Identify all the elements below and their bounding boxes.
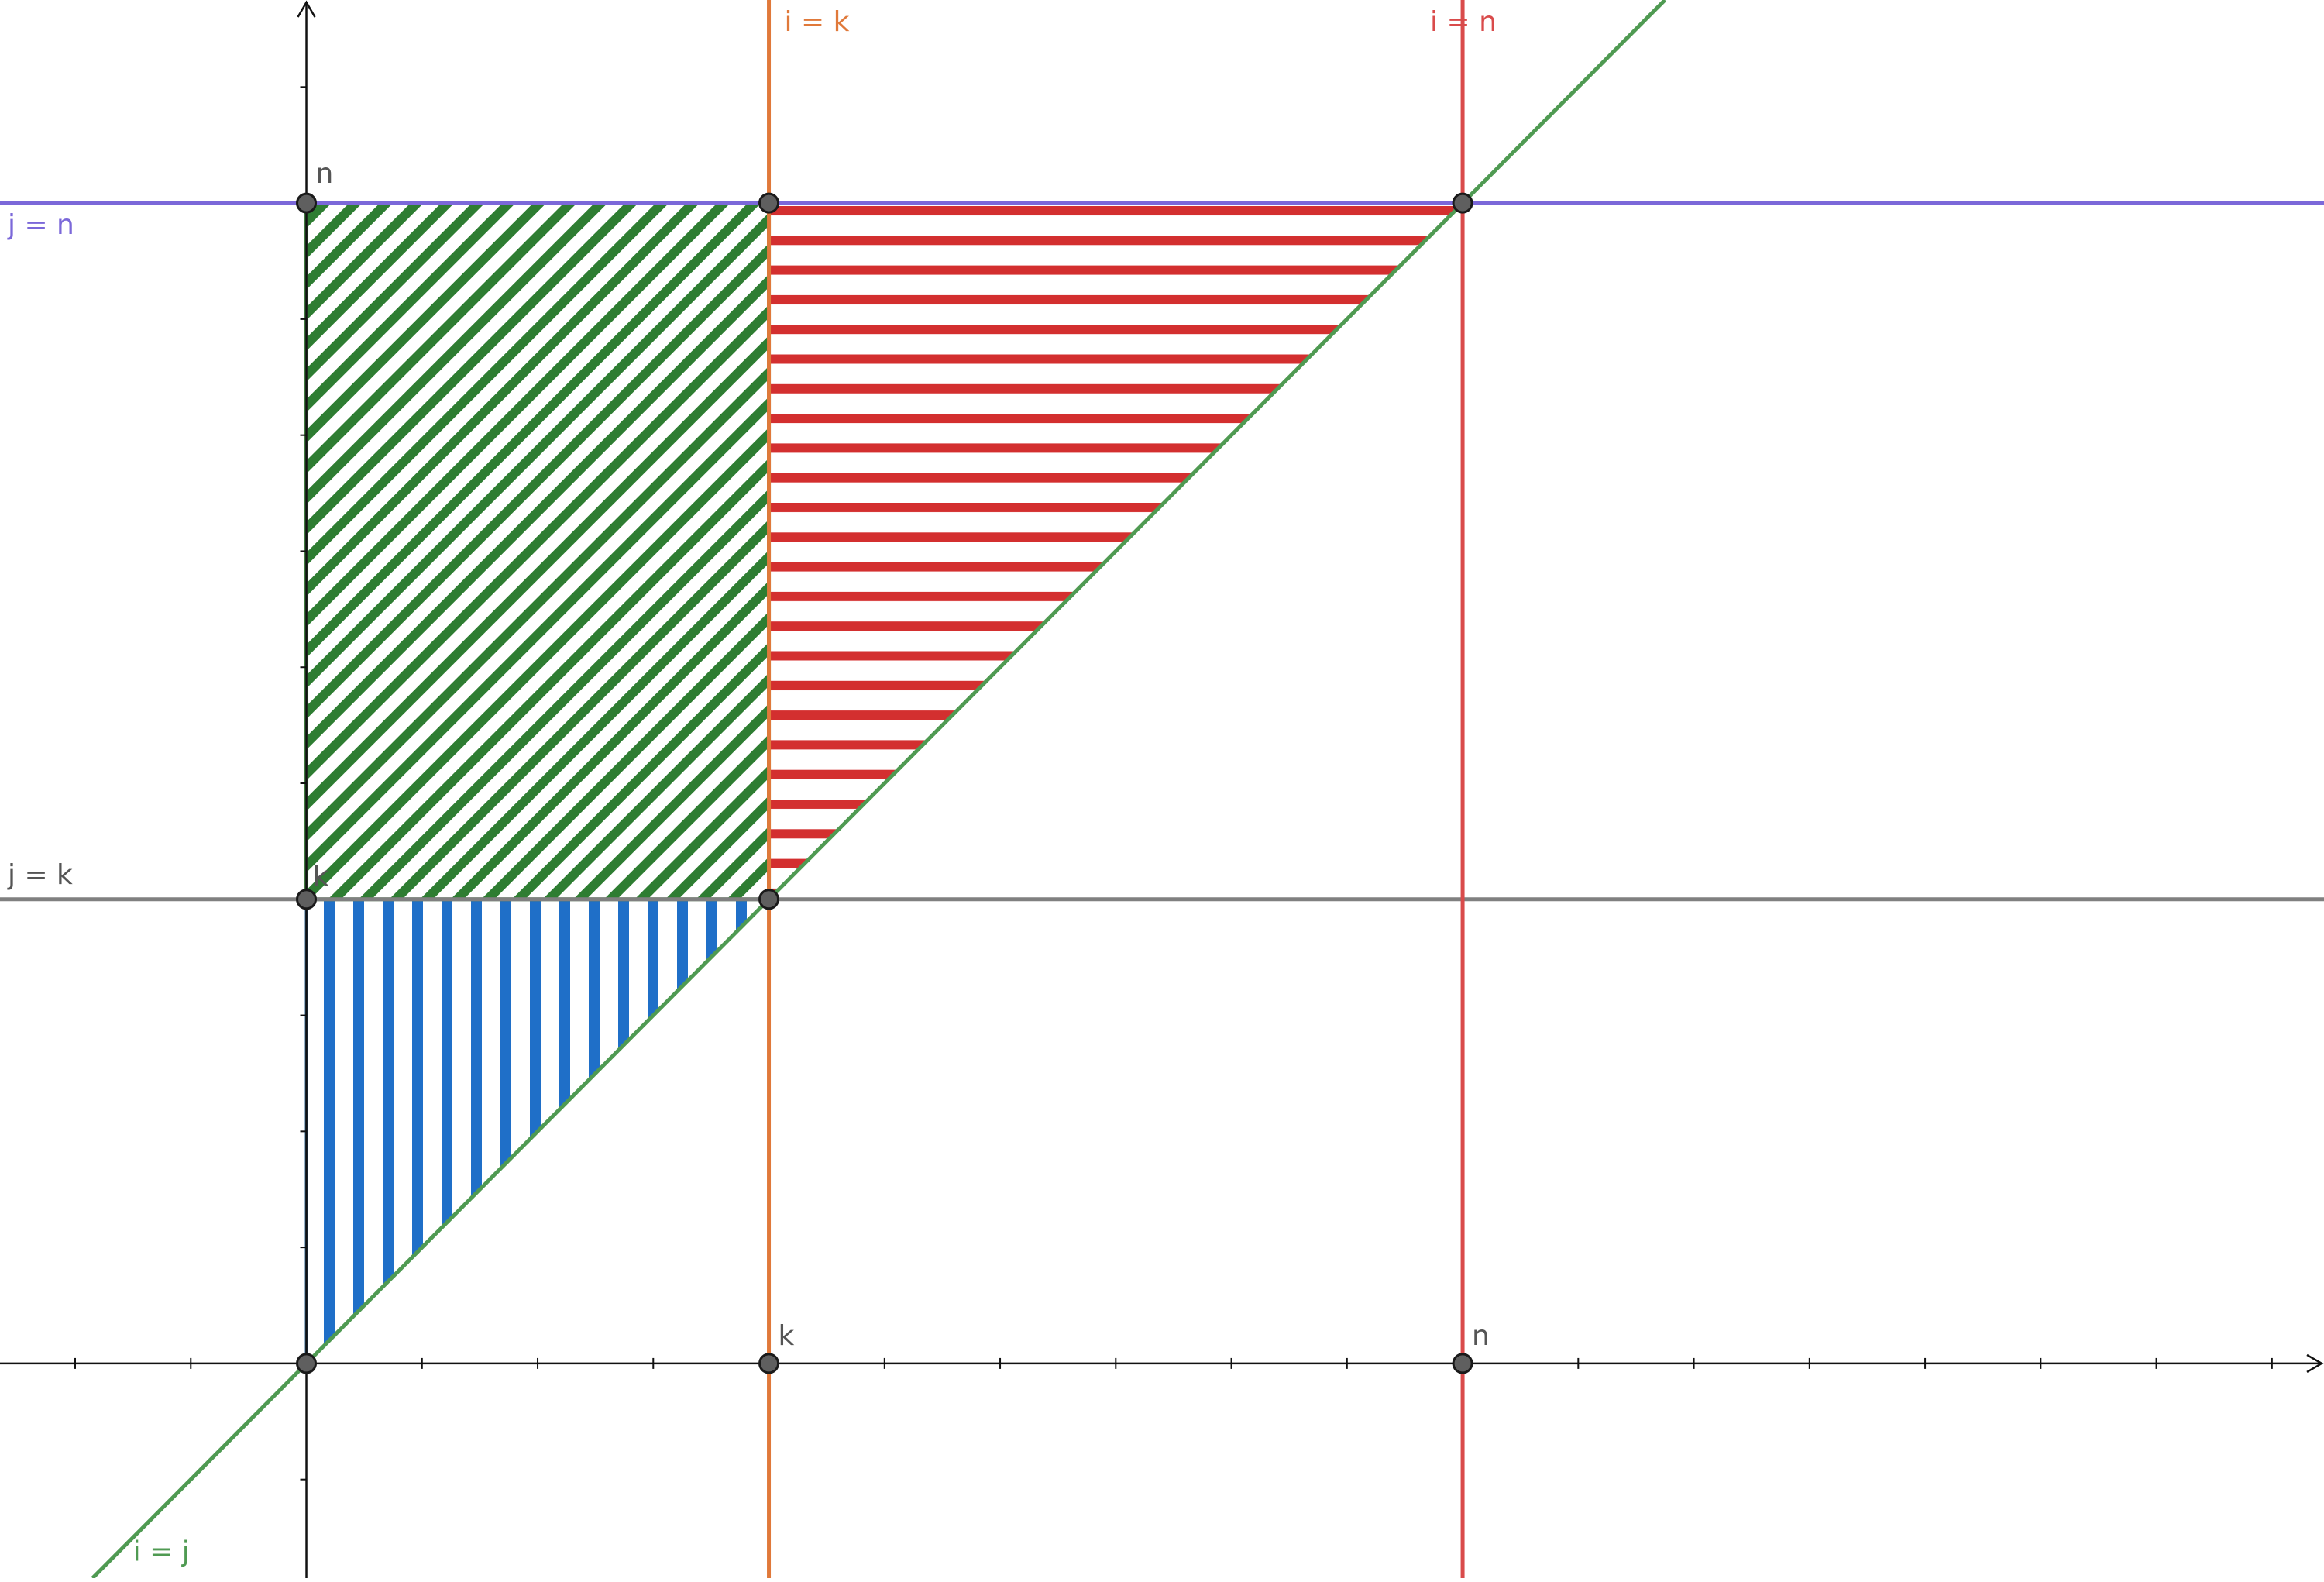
y-axis-label-n: n xyxy=(316,158,334,190)
intersection-point xyxy=(296,192,318,214)
intersection-point xyxy=(1452,192,1473,214)
x-axis-label-n: n xyxy=(1472,1320,1490,1352)
label-i-eq-j: i = j xyxy=(133,1536,190,1568)
intersection-point xyxy=(758,1353,780,1374)
label-i-eq-n: i = n xyxy=(1430,6,1497,38)
intersection-point xyxy=(1452,1353,1473,1374)
x-axis-label-k: k xyxy=(779,1320,795,1352)
label-j-eq-k: j = k xyxy=(7,859,73,891)
y-axis-arrow-icon xyxy=(297,0,316,18)
y-axis-label-k: k xyxy=(313,861,329,892)
intersection-point xyxy=(296,889,318,910)
intersection-point xyxy=(296,1353,318,1374)
intersection-point xyxy=(758,192,780,214)
x-axis-arrow-icon xyxy=(2306,1353,2324,1373)
intersection-points xyxy=(296,192,1473,1374)
green-rectangle-region xyxy=(304,201,772,902)
label-j-eq-n: j = n xyxy=(7,209,74,241)
line-i-eq-j xyxy=(91,0,1667,1580)
label-i-eq-k: i = k xyxy=(785,6,850,38)
intersection-point xyxy=(758,889,780,910)
